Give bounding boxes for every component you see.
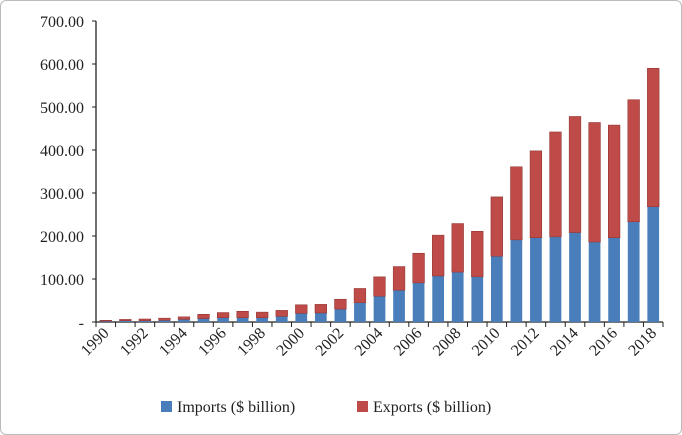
bar-exports-2005	[392, 266, 406, 291]
y-tick-label: 200.00	[40, 229, 84, 246]
bar-imports-1993	[158, 320, 171, 322]
x-tick-label: 2016	[586, 325, 621, 360]
bar-imports-1992	[139, 320, 151, 322]
x-tick-label: 1998	[234, 325, 269, 360]
bar-exports-1994	[177, 316, 191, 320]
bar-exports-2016	[608, 124, 621, 238]
bar-exports-1992	[138, 318, 151, 321]
bar-exports-1998	[256, 311, 269, 318]
bar-imports-1990	[99, 321, 112, 322]
bar-exports-1995	[197, 314, 210, 319]
y-tick-label: 100.00	[40, 272, 84, 289]
x-tick-label: 1992	[117, 325, 152, 360]
bar-exports-2017	[627, 99, 640, 223]
bar-exports-2000	[295, 304, 308, 314]
y-tick-label: 300.00	[40, 186, 84, 203]
bar-imports-2006	[412, 282, 425, 322]
legend-swatch-imports	[161, 401, 172, 412]
bar-imports-2001	[314, 312, 327, 322]
bar-imports-2014	[569, 232, 581, 322]
bar-imports-2017	[627, 221, 640, 322]
x-tick-label: 2010	[469, 325, 504, 360]
x-tick-label: 2018	[625, 325, 660, 360]
bar-exports-2003	[353, 288, 367, 303]
bar-imports-1998	[256, 317, 269, 322]
bar-imports-1995	[197, 318, 210, 322]
bar-exports-2004	[373, 276, 386, 297]
bar-imports-2007	[432, 275, 445, 322]
bar-exports-2018	[647, 68, 660, 208]
x-tick-label: 2004	[352, 325, 387, 360]
x-tick-label: 1994	[156, 325, 191, 360]
y-tick-label: 500.00	[40, 100, 84, 117]
legend-label-imports: Imports ($ billion)	[177, 399, 295, 416]
bar-imports-2005	[393, 290, 405, 322]
x-tick-label: 2000	[273, 325, 308, 360]
y-tick-label: 400.00	[40, 143, 84, 160]
legend-label-exports: Exports ($ billion)	[373, 399, 491, 416]
bar-imports-2000	[295, 313, 308, 322]
x-tick-label: 2006	[391, 325, 426, 360]
bar-exports-1999	[275, 310, 288, 317]
x-tick-label: 2012	[508, 325, 543, 360]
bar-imports-2013	[549, 236, 562, 322]
bar-exports-2011	[510, 166, 523, 241]
bar-imports-1994	[178, 319, 190, 322]
bar-exports-2002	[334, 298, 347, 310]
bar-exports-1993	[158, 317, 171, 321]
bar-exports-2010	[490, 196, 503, 257]
x-tick-label: 2002	[313, 325, 348, 360]
y-tick-label: -	[79, 315, 84, 332]
bar-imports-2015	[588, 242, 601, 322]
bar-exports-2013	[549, 131, 562, 238]
y-tick-label: 600.00	[40, 57, 84, 74]
bar-imports-2018	[647, 206, 660, 322]
bar-exports-2008	[451, 223, 464, 273]
bar-exports-2009	[471, 231, 484, 278]
bar-imports-2012	[530, 237, 542, 322]
bar-imports-2008	[451, 272, 464, 322]
bar-exports-1996	[216, 312, 230, 318]
x-tick-label: 2014	[547, 325, 582, 360]
bar-imports-1991	[119, 320, 132, 322]
bar-imports-1996	[217, 317, 229, 322]
bar-imports-2003	[354, 302, 366, 322]
bar-exports-2007	[432, 234, 445, 277]
bar-exports-2015	[588, 122, 601, 243]
bar-exports-1991	[119, 319, 132, 321]
bar-imports-2011	[510, 239, 523, 322]
legend-swatch-exports	[357, 401, 368, 412]
bar-imports-2010	[490, 256, 503, 322]
bar-exports-2014	[568, 116, 582, 233]
bar-exports-1990	[99, 320, 112, 322]
bar-exports-2001	[314, 304, 327, 314]
bar-exports-2006	[412, 252, 425, 284]
bar-exports-2012	[529, 150, 543, 238]
bar-imports-1997	[236, 317, 249, 322]
bar-imports-1999	[275, 316, 288, 322]
bar-imports-2004	[373, 296, 386, 322]
bar-imports-2016	[608, 237, 620, 322]
x-tick-label: 1996	[195, 325, 230, 360]
bar-imports-2009	[471, 276, 484, 322]
x-tick-label: 2008	[430, 325, 465, 360]
bar-imports-2002	[334, 309, 347, 322]
y-tick-label: 700.00	[40, 14, 84, 31]
bar-exports-1997	[236, 311, 249, 318]
